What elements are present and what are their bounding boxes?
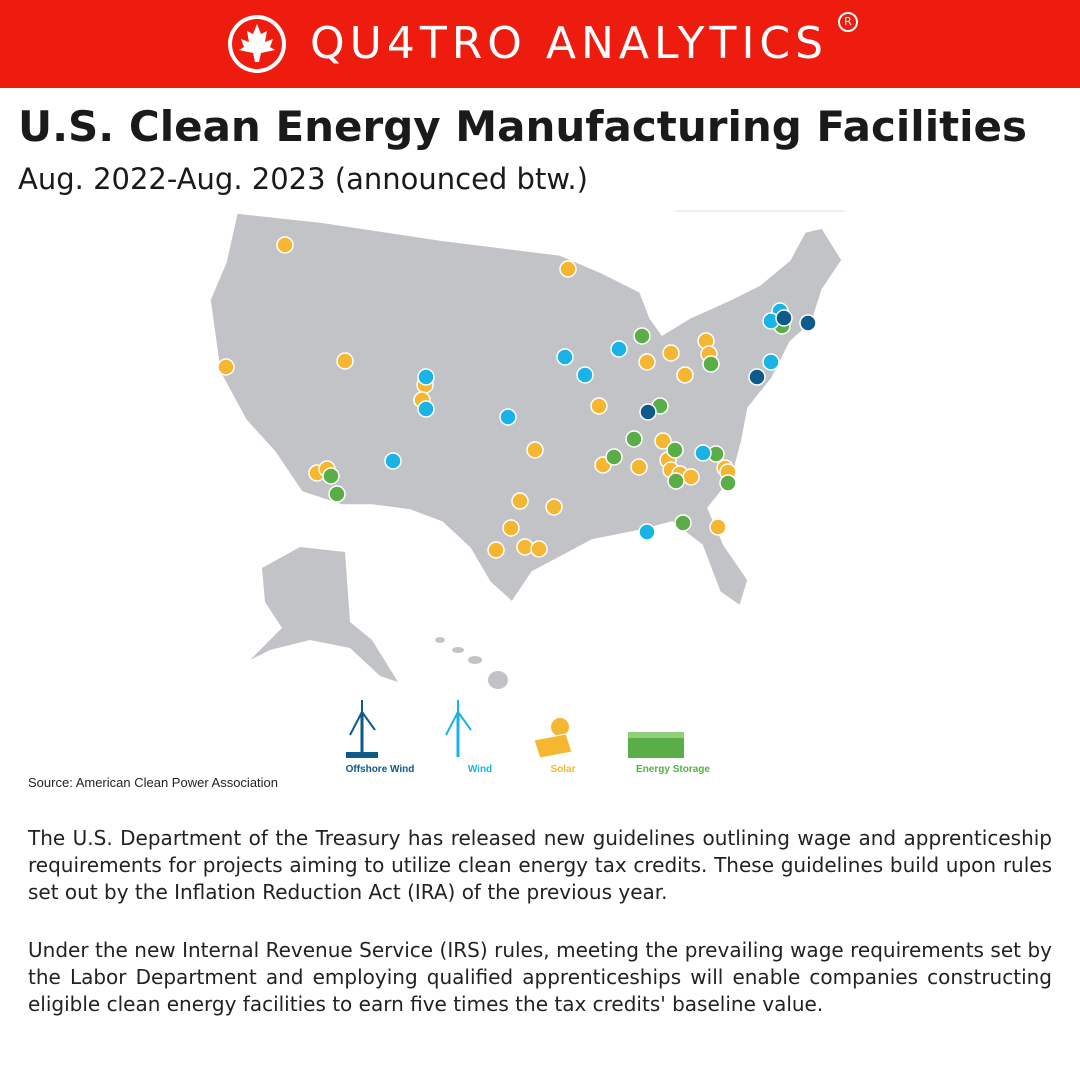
- facility-dot: [625, 430, 643, 448]
- facility-dot: [605, 448, 623, 466]
- facility-dot: [682, 468, 700, 486]
- facility-dot: [336, 352, 354, 370]
- title: U.S. Clean Energy Manufacturing Faciliti…: [18, 102, 1028, 151]
- header-bar: QU4TRO ANALYTICS R: [0, 0, 1080, 88]
- legend-label: Solar: [550, 764, 576, 775]
- facility-dot: [694, 444, 712, 462]
- facility-dot: [654, 432, 672, 450]
- logo: [228, 15, 286, 73]
- facility-dot: [676, 366, 694, 384]
- facility-dot: [638, 523, 656, 541]
- source: Source: American Clean Power Association: [28, 775, 279, 790]
- legend-icons: [346, 700, 684, 759]
- facility-dot: [487, 541, 505, 559]
- facility-dot: [556, 348, 574, 366]
- legend-label: Energy Storage: [636, 764, 710, 775]
- facility-dot: [590, 397, 608, 415]
- facility-dot: [217, 358, 235, 376]
- hawaii: [435, 637, 508, 689]
- legend-label: Wind: [467, 764, 493, 775]
- facility-dot: [417, 400, 435, 418]
- paragraph: The U.S. Department of the Treasury has …: [28, 826, 1052, 904]
- facility-dot: [719, 474, 737, 492]
- facility-dot: [276, 236, 294, 254]
- map: [209, 210, 845, 759]
- facility-dot: [499, 408, 517, 426]
- facilities: [217, 236, 817, 559]
- facility-dot: [559, 260, 577, 278]
- facility-dot: [674, 514, 692, 532]
- facility-dot: [545, 498, 563, 516]
- facility-dot: [702, 355, 720, 373]
- paragraph: Under the new Internal Revenue Service (…: [28, 938, 1052, 1016]
- facility-dot: [748, 368, 766, 386]
- facility-dot: [762, 353, 780, 371]
- brand: QU4TRO ANALYTICS: [310, 18, 829, 69]
- registered-mark: R: [838, 12, 858, 32]
- facility-dot: [384, 452, 402, 470]
- facility-dot: [667, 472, 685, 490]
- facility-dot: [662, 344, 680, 362]
- facility-dot: [530, 540, 548, 558]
- facility-dot: [328, 485, 346, 503]
- facility-dot: [633, 327, 651, 345]
- facility-dot: [709, 518, 727, 536]
- facility-dot: [799, 314, 817, 332]
- facility-dot: [630, 458, 648, 476]
- facility-dot: [417, 368, 435, 386]
- facility-dot: [775, 309, 793, 327]
- facility-dot: [576, 366, 594, 384]
- alaska: [250, 547, 398, 682]
- facility-dot: [666, 441, 684, 459]
- facility-dot: [610, 340, 628, 358]
- legend-label: Offshore Wind: [345, 764, 415, 775]
- facility-dot: [526, 441, 544, 459]
- facility-dot: [639, 403, 657, 421]
- us-mainland: [209, 212, 843, 608]
- subtitle: Aug. 2022-Aug. 2023 (announced btw.): [18, 162, 588, 196]
- facility-dot: [638, 353, 656, 371]
- facility-dot: [502, 519, 520, 537]
- facility-dot: [322, 467, 340, 485]
- facility-dot: [511, 492, 529, 510]
